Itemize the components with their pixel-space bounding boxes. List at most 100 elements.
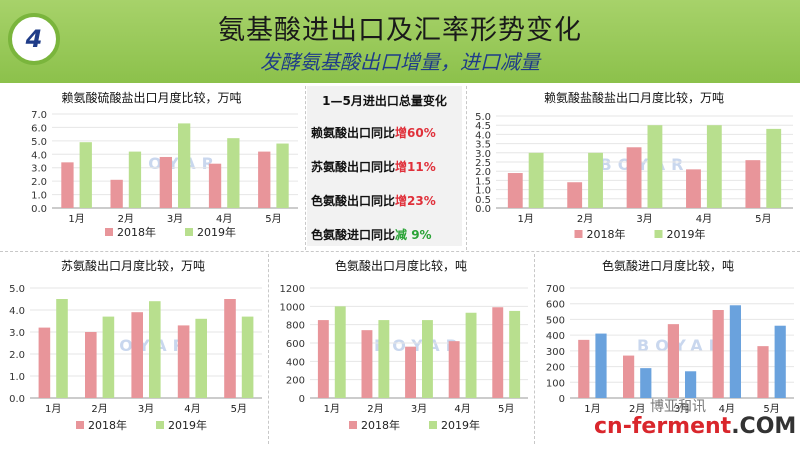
footer-brand-suffix: .COM: [731, 414, 797, 439]
bar-2019: [595, 333, 607, 398]
y-tick-label: 4.5: [475, 121, 491, 132]
y-tick-label: 5.0: [475, 112, 491, 123]
x-tick-label: 2月: [118, 213, 134, 225]
x-tick-label: 2月: [577, 213, 593, 225]
bar-2019: [227, 138, 240, 208]
y-tick-label: 0: [559, 394, 565, 405]
y-tick-label: 400: [286, 357, 305, 368]
y-tick-label: 3.0: [475, 149, 491, 160]
x-tick-label: 1月: [584, 403, 600, 414]
bar-2018: [258, 151, 271, 208]
summary-row-label: 色氨酸进口同比: [311, 228, 396, 242]
y-tick-label: 600: [286, 339, 305, 350]
bar-2019: [685, 371, 697, 398]
y-tick-label: 2.0: [9, 350, 25, 361]
chart-title: 色氨酸进口月度比较，吨: [602, 258, 734, 273]
x-tick-label: 5月: [231, 403, 247, 415]
bar-2018: [686, 169, 701, 208]
y-tick-label: 0.0: [475, 204, 491, 215]
bar-2019: [509, 310, 521, 398]
divider-vertical-2: [466, 86, 467, 250]
legend-label-2018: 2018年: [361, 418, 400, 432]
x-tick-label: 3月: [167, 213, 183, 225]
y-tick-label: 800: [286, 321, 305, 332]
y-tick-label: 3.0: [9, 328, 25, 339]
x-tick-label: 3月: [138, 403, 154, 415]
legend-swatch-2019: [429, 421, 437, 429]
chart-title: 赖氨酸硫酸盐出口月度比较，万吨: [61, 90, 241, 105]
bar-2019: [149, 301, 161, 398]
x-tick-label: 5月: [755, 213, 771, 225]
bar-2019: [334, 306, 346, 398]
bar-2018: [317, 320, 329, 398]
summary-row-label: 赖氨酸出口同比: [311, 126, 396, 140]
x-tick-label: 5月: [763, 403, 779, 414]
y-tick-label: 3.0: [31, 164, 47, 175]
x-tick-label: 5月: [498, 403, 514, 415]
y-tick-label: 500: [546, 315, 565, 326]
chart-lysine-hcl-export: 赖氨酸盐酸盐出口月度比较，万吨BOYAR0.00.51.01.52.02.53.…: [475, 90, 793, 241]
divider-horizontal: [0, 251, 800, 252]
bar-2018: [507, 173, 523, 208]
section-number-badge: 4: [8, 13, 60, 65]
bar-2019: [528, 152, 544, 208]
bar-2018: [667, 324, 679, 398]
legend-swatch-2018: [76, 421, 84, 429]
bar-2019: [588, 152, 603, 208]
chart-title: 色氨酸出口月度比较，吨: [335, 258, 467, 273]
page-subtitle: 发酵氨基酸出口增量，进口减量: [260, 50, 540, 74]
y-tick-label: 1.0: [475, 186, 491, 197]
bar-2018: [85, 332, 97, 398]
bar-2019: [56, 299, 68, 398]
legend-label-2019: 2019年: [197, 225, 236, 239]
summary-row-lysine: 赖氨酸出口同比增60%: [311, 124, 461, 141]
legend-label-2018: 2018年: [117, 225, 156, 239]
summary-row-label: 苏氨酸出口同比: [311, 160, 396, 174]
bar-2019: [102, 316, 115, 398]
bar-2019: [241, 316, 254, 398]
x-tick-label: 4月: [216, 213, 232, 225]
bar-2018: [208, 163, 222, 208]
x-tick-label: 2月: [91, 403, 107, 415]
y-tick-label: 6.0: [31, 123, 47, 134]
bar-2019: [378, 320, 390, 398]
x-tick-label: 2月: [367, 403, 383, 415]
y-tick-label: 4.0: [475, 130, 491, 141]
legend-label-2019: 2019年: [667, 227, 706, 241]
legend-label-2018: 2018年: [587, 227, 626, 241]
legend-swatch-2018: [105, 228, 113, 236]
y-tick-label: 1.0: [9, 372, 25, 383]
legend-swatch-2019: [156, 421, 164, 429]
divider-vertical-1: [305, 86, 306, 250]
y-tick-label: 5.0: [9, 284, 25, 295]
y-tick-label: 400: [546, 331, 565, 342]
y-tick-label: 4.0: [9, 306, 25, 317]
bar-2019: [647, 125, 663, 208]
y-tick-label: 1000: [280, 302, 305, 313]
bar-2018: [61, 162, 74, 208]
legend-swatch-2019: [654, 230, 663, 238]
legend-swatch-2018: [349, 421, 357, 429]
summary-row-label: 色氨酸出口同比: [311, 194, 396, 208]
bar-2019: [128, 151, 142, 208]
bar-2018: [361, 330, 373, 398]
y-tick-label: 700: [546, 284, 565, 295]
bar-2019: [465, 312, 477, 398]
bar-2019: [422, 320, 433, 398]
y-tick-label: 0.0: [31, 204, 47, 215]
y-tick-label: 3.5: [475, 140, 491, 151]
x-tick-label: 4月: [454, 403, 470, 415]
divider-vertical-3: [268, 254, 269, 444]
bar-2019: [766, 128, 782, 208]
bar-2018: [38, 327, 51, 398]
summary-row-value: 增11%: [395, 160, 436, 174]
chart-title: 赖氨酸盐酸盐出口月度比较，万吨: [544, 90, 724, 105]
x-tick-label: 3月: [411, 403, 427, 415]
chart-lysine-sulfate-export: 赖氨酸硫酸盐出口月度比较，万吨 BOYAR 0.0 1.0 2.0 3.0 4.0 5.0 6.…: [31, 90, 298, 239]
footer-brand-name: cn-ferment: [594, 414, 732, 439]
bar-2018: [405, 346, 416, 398]
x-tick-label: 1月: [68, 213, 84, 225]
x-tick-label: 3月: [674, 403, 690, 414]
bar-2019: [178, 123, 191, 208]
chart-watermark: BOYAR: [130, 154, 220, 173]
